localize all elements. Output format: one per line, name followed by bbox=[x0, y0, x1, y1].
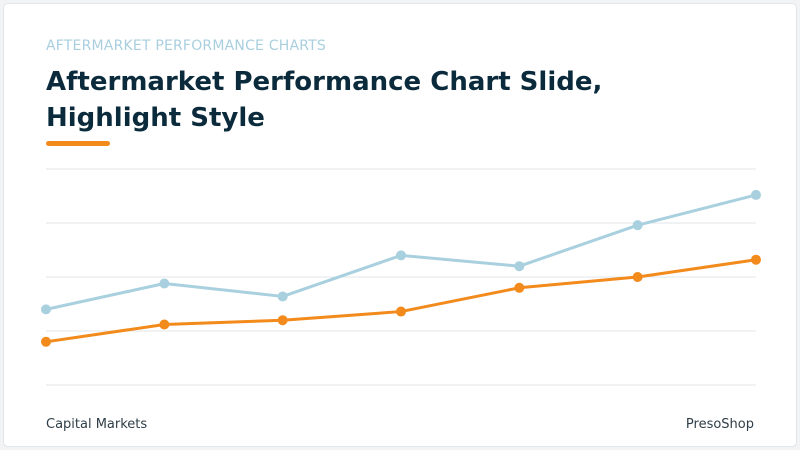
series-2-point-2 bbox=[159, 319, 170, 330]
series-2-point-4 bbox=[396, 306, 406, 317]
series-1-point-1 bbox=[41, 304, 51, 315]
series-2-point-5 bbox=[514, 282, 525, 293]
line-chart bbox=[41, 168, 761, 386]
title-accent-bar bbox=[46, 141, 110, 146]
series-2-point-3 bbox=[277, 315, 288, 326]
footer-brand: PresoShop bbox=[685, 417, 754, 432]
series-1-point-4 bbox=[396, 250, 406, 261]
series-1-point-6 bbox=[632, 220, 643, 231]
series-2 bbox=[41, 254, 761, 347]
footer-company: Capital Markets bbox=[46, 417, 148, 432]
series-1-point-5 bbox=[514, 261, 525, 272]
series-1-point-2 bbox=[159, 278, 170, 289]
slide: AFTERMARKET PERFORMANCE CHARTS Aftermark… bbox=[3, 3, 797, 447]
chart-series bbox=[41, 189, 761, 347]
slide-eyebrow: AFTERMARKET PERFORMANCE CHARTS bbox=[46, 38, 326, 54]
series-1-point-7 bbox=[751, 189, 761, 200]
series-2-point-1 bbox=[41, 336, 51, 347]
series-1-point-3 bbox=[277, 291, 288, 302]
series-1 bbox=[41, 189, 761, 315]
slide-title: Aftermarket Performance Chart Slide, Hig… bbox=[46, 67, 603, 133]
series-2-point-7 bbox=[751, 254, 761, 265]
series-2-line bbox=[45, 258, 757, 344]
chart-gridlines bbox=[46, 168, 756, 386]
series-2-point-6 bbox=[632, 272, 643, 282]
